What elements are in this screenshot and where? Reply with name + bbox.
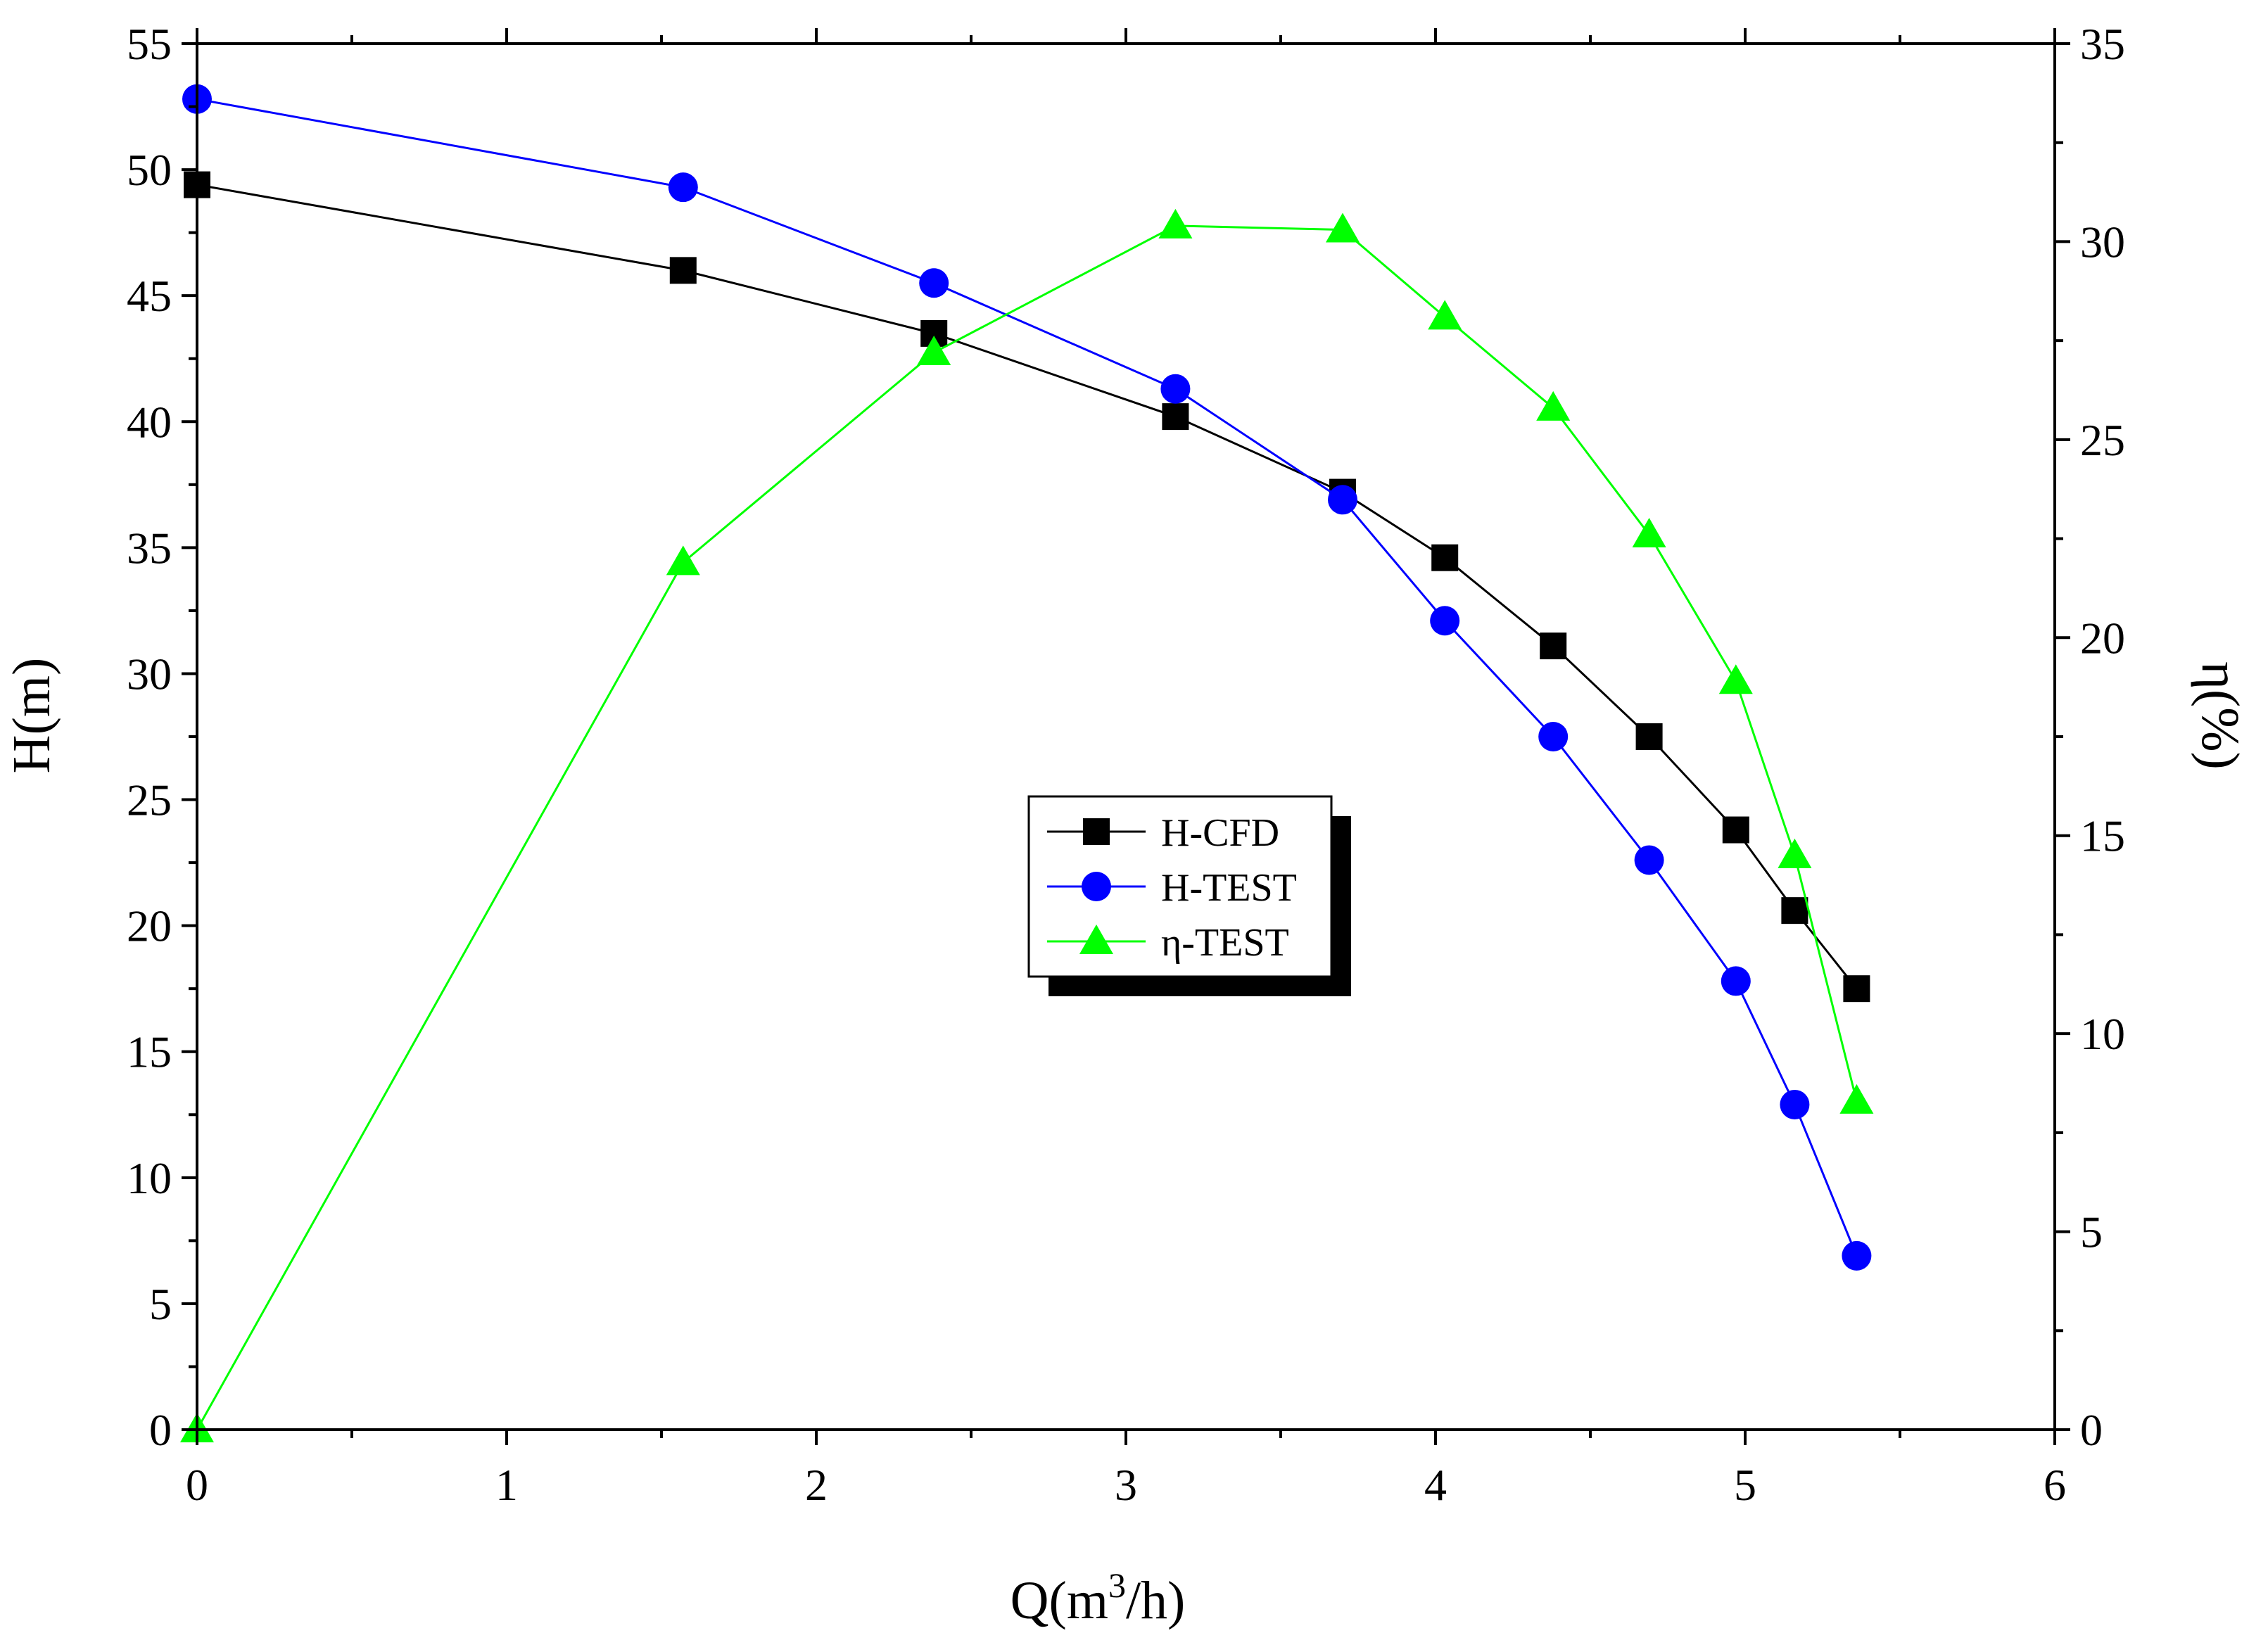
legend-marker-test bbox=[1079, 925, 1113, 954]
y-left-tick-label: 40 bbox=[127, 397, 172, 447]
x-tick-label: 4 bbox=[1424, 1460, 1447, 1510]
series-line-test bbox=[196, 224, 1858, 1430]
legend-marker-h-test bbox=[1082, 872, 1111, 901]
x-tick-label: 3 bbox=[1115, 1460, 1137, 1510]
y-left-tick-label: 30 bbox=[127, 649, 172, 699]
data-point-test bbox=[1632, 517, 1666, 547]
data-point-test bbox=[1718, 664, 1753, 694]
x-axis-title-base: Q(m bbox=[1011, 1571, 1108, 1630]
x-tick-label: 6 bbox=[2044, 1460, 2066, 1510]
data-point-test bbox=[666, 545, 700, 576]
y-left-tick-label: 55 bbox=[127, 19, 172, 69]
data-point-test bbox=[1158, 208, 1193, 239]
data-point-h-test bbox=[1842, 1240, 1872, 1271]
data-point-test bbox=[1428, 300, 1462, 330]
series-h-test bbox=[182, 84, 1872, 1271]
series-line-h-test bbox=[196, 98, 1858, 1257]
data-point-h-cfd bbox=[669, 257, 697, 284]
x-axis-title: Q(m3/h) bbox=[1011, 1565, 1186, 1630]
legend-item-h-test: H-TEST bbox=[1047, 866, 1297, 910]
x-axis-title-sup: 3 bbox=[1108, 1565, 1126, 1605]
x-tick-label: 0 bbox=[186, 1460, 208, 1510]
y-left-tick-label: 50 bbox=[127, 145, 172, 195]
data-point-h-test bbox=[1430, 606, 1460, 636]
x-axis-title-tail: /h) bbox=[1126, 1571, 1185, 1630]
legend-label: η-TEST bbox=[1161, 921, 1289, 965]
x-tick-label: 2 bbox=[805, 1460, 828, 1510]
y-right-tick-label: 15 bbox=[2080, 811, 2125, 861]
data-point-test bbox=[1778, 838, 1812, 868]
data-point-h-test bbox=[919, 268, 949, 298]
series-test bbox=[180, 208, 1874, 1442]
series-layer bbox=[180, 84, 1874, 1442]
legend-label: H-CFD bbox=[1161, 811, 1279, 855]
y-right-axis-title: η(%) bbox=[2191, 661, 2249, 770]
data-point-test bbox=[1536, 390, 1571, 421]
data-point-h-cfd bbox=[1722, 816, 1749, 844]
data-point-h-test bbox=[1780, 1089, 1810, 1119]
y-right-tick-label: 20 bbox=[2080, 613, 2125, 663]
x-tick-label: 5 bbox=[1734, 1460, 1756, 1510]
data-point-h-test bbox=[1721, 966, 1751, 996]
x-tick-label: 1 bbox=[495, 1460, 518, 1510]
y-left-tick-label: 10 bbox=[127, 1153, 172, 1203]
legend: H-CFD H-TEST η-TEST bbox=[1027, 795, 1351, 996]
data-point-test bbox=[1326, 212, 1360, 243]
series-h-cfd bbox=[184, 171, 1870, 1003]
data-point-h-test bbox=[1160, 374, 1191, 404]
y-right-tick-label: 10 bbox=[2080, 1009, 2125, 1059]
y-left-tick-label: 0 bbox=[149, 1405, 172, 1455]
data-point-h-cfd bbox=[1843, 975, 1870, 1003]
data-point-h-test bbox=[1328, 485, 1357, 515]
legend-label: H-TEST bbox=[1161, 866, 1297, 910]
axes-layer: 0 1 2 3 4 5 6051015202530354045505505101520253… bbox=[127, 19, 2125, 1510]
y-right-tick-label: 0 bbox=[2080, 1405, 2103, 1455]
data-point-h-cfd bbox=[1540, 633, 1567, 660]
y-right-tick-label: 35 bbox=[2080, 19, 2125, 69]
y-left-tick-label: 15 bbox=[127, 1027, 172, 1077]
data-point-h-cfd bbox=[1162, 403, 1189, 431]
y-left-tick-label: 45 bbox=[127, 271, 172, 321]
y-left-tick-label: 35 bbox=[127, 523, 172, 573]
y-right-tick-label: 25 bbox=[2080, 415, 2125, 465]
legend-item-h-cfd: H-CFD bbox=[1047, 811, 1279, 855]
data-point-h-cfd bbox=[1431, 544, 1459, 571]
data-point-h-cfd bbox=[1635, 723, 1663, 750]
data-point-h-test bbox=[1538, 722, 1569, 751]
series-line-h-cfd bbox=[196, 184, 1858, 990]
y-left-tick-label: 5 bbox=[149, 1279, 172, 1329]
legend-item-test: η-TEST bbox=[1047, 921, 1289, 965]
y-right-tick-label: 30 bbox=[2080, 217, 2125, 267]
y-right-tick-label: 5 bbox=[2080, 1207, 2103, 1257]
y-left-tick-label: 20 bbox=[127, 901, 172, 951]
y-left-axis-title: H(m) bbox=[2, 658, 61, 774]
data-point-h-test bbox=[1634, 845, 1664, 875]
data-point-h-cfd bbox=[1781, 897, 1808, 925]
legend-marker-h-cfd bbox=[1083, 818, 1110, 845]
data-point-test bbox=[917, 336, 951, 366]
data-point-test bbox=[1839, 1084, 1874, 1114]
data-point-h-test bbox=[668, 172, 698, 203]
y-left-tick-label: 25 bbox=[127, 775, 172, 825]
